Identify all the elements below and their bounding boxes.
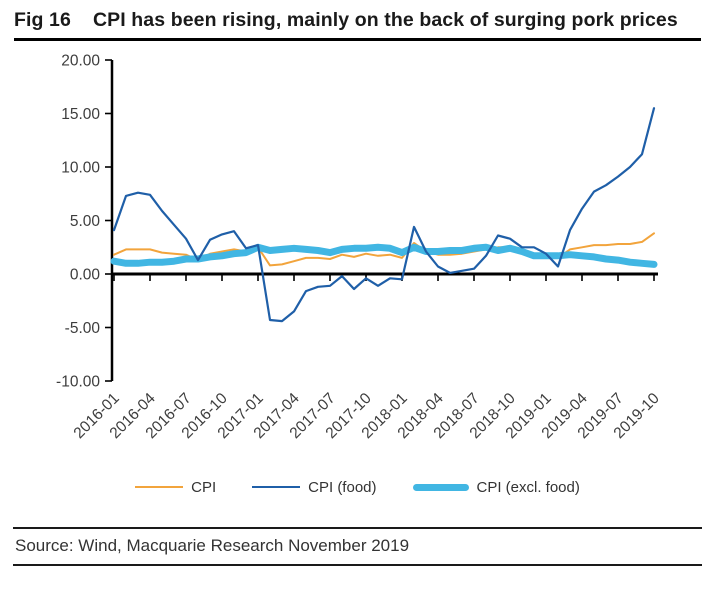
svg-text:15.00: 15.00 bbox=[61, 106, 100, 123]
cpi-food-line-swatch bbox=[252, 485, 301, 489]
chart-area: 20.00 15.00 10.00 5.00 0.00 -5.00 -10.00 2016-0… bbox=[0, 47, 715, 452]
cpi-line-chart: 20.00 15.00 10.00 5.00 0.00 -5.00 -10.002016-0… bbox=[56, 53, 663, 443]
svg-text:-10.00: -10.00 bbox=[56, 374, 100, 391]
svg-text:-5.00: -5.00 bbox=[65, 320, 101, 337]
legend-label-cpi-excl-food: CPI (excl. food) bbox=[476, 478, 580, 496]
figure-header: Fig 16 CPI has been rising, mainly on the… bbox=[14, 8, 701, 42]
figure-title: Fig 16 CPI has been rising, mainly on the… bbox=[14, 8, 701, 32]
series-cpi-food bbox=[112, 107, 656, 323]
svg-text:5.00: 5.00 bbox=[70, 213, 101, 230]
legend-label-cpi: CPI bbox=[191, 478, 217, 496]
legend-item-cpi: CPI bbox=[135, 479, 216, 496]
y-axis-labels: 20.00 15.00 10.00 5.00 0.00 -5.00 -10.00 bbox=[56, 53, 112, 391]
svg-text:10.00: 10.00 bbox=[61, 160, 100, 177]
legend-label-cpi-food: CPI (food) bbox=[308, 478, 377, 496]
figure-title-text: CPI has been rising, mainly on the back … bbox=[92, 9, 678, 31]
cpi-excl-food-line-swatch bbox=[412, 483, 469, 491]
svg-text:20.00: 20.00 bbox=[61, 53, 100, 70]
x-axis-labels: 2016-012016-042016-072016-102017-012017-… bbox=[71, 274, 663, 442]
source-block: Source: Wind, Macquarie Research Novembe… bbox=[13, 527, 702, 567]
legend-item-cpi-excl-food: CPI (excl. food) bbox=[412, 478, 580, 496]
series-cpi-excl-food bbox=[110, 243, 658, 269]
legend-item-cpi-food: CPI (food) bbox=[252, 478, 377, 496]
chart-legend: CPI CPI (food) CPI (excl. food) bbox=[0, 478, 715, 496]
figure-number: Fig 16 bbox=[14, 9, 71, 31]
cpi-line-swatch bbox=[135, 485, 184, 489]
svg-text:0.00: 0.00 bbox=[70, 267, 101, 284]
source-text: Source: Wind, Macquarie Research Novembe… bbox=[15, 536, 410, 556]
